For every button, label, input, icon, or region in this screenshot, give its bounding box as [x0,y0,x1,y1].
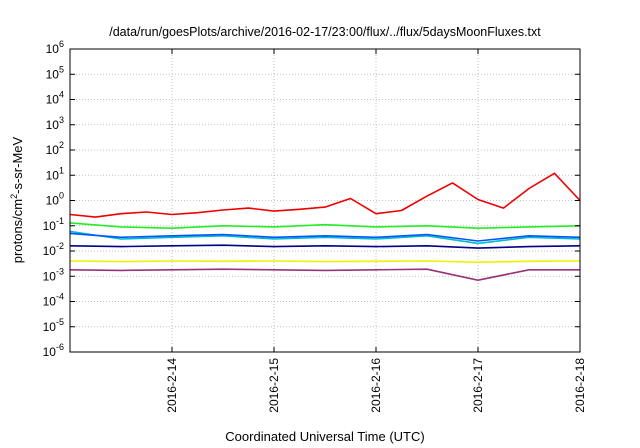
y-tick-base: 10 [46,118,60,132]
y-tick-exponent: -2 [56,241,64,251]
x-tick-label: 2016-2-18 [573,358,587,413]
y-axis-label-rest: -s-sr-MeV [10,136,25,193]
series-line-1 [69,172,581,218]
y-tick-exponent: -6 [56,342,64,352]
y-tick-base: 10 [43,219,57,233]
y-tick-label: 104 [46,90,64,107]
y-tick-exponent: -3 [56,266,64,276]
y-tick-exponent: -5 [56,317,64,327]
y-tick-base: 10 [46,67,60,81]
y-tick-label: 10-2 [43,241,64,258]
y-axis-label-sup: 2 [9,194,19,199]
y-tick-exponent: 3 [59,115,64,125]
y-tick-label: 10-5 [43,317,64,334]
y-tick-exponent: 0 [59,191,64,201]
x-tick-label: 2016-2-14 [165,358,179,413]
y-tick-exponent: 2 [59,140,64,150]
y-tick-exponent: -1 [56,216,64,226]
y-tick-base: 10 [43,244,57,258]
y-axis-label: protons/cm2-s-sr-MeV [9,136,25,263]
y-tick-base: 10 [46,143,60,157]
chart-title: /data/run/goesPlots/archive/2016-02-17/2… [109,25,541,39]
series-line-5 [69,244,581,249]
y-tick-base: 10 [46,168,60,182]
y-tick-exponent: 5 [59,64,64,74]
y-axis-label-base: protons/cm [10,199,25,263]
x-tick-label: 2016-2-15 [267,358,281,413]
y-tick-exponent: 1 [59,165,64,175]
series-line-7 [69,268,580,281]
x-tick-label: 2016-2-17 [471,358,485,413]
y-tick-label: 105 [46,64,64,81]
y-tick-label: 102 [46,140,64,157]
y-tick-label: 101 [46,165,64,182]
y-tick-base: 10 [46,42,60,56]
series-line-3 [69,230,581,245]
y-tick-base: 10 [43,269,57,283]
y-tick-label: 10-1 [43,216,64,233]
y-tick-base: 10 [46,93,60,107]
y-tick-base: 10 [43,295,57,309]
y-tick-label: 103 [46,115,64,132]
y-tick-label: 100 [46,191,64,208]
y-tick-exponent: 6 [59,39,64,49]
y-tick-label: 106 [46,39,64,56]
y-tick-base: 10 [43,345,57,359]
y-tick-exponent: 4 [59,90,64,100]
series-line-4 [69,232,581,242]
x-axis-label: Coordinated Universal Time (UTC) [225,429,424,444]
series-line-2 [69,222,581,229]
x-tick-label: 2016-2-16 [369,358,383,413]
y-tick-label: 10-6 [43,342,64,359]
y-tick-label: 10-4 [43,292,64,309]
grid [70,49,580,352]
y-axis-ticks: 10-610-510-410-310-210-11001011021031041… [43,39,580,359]
y-tick-exponent: -4 [56,292,64,302]
y-tick-base: 10 [46,194,60,208]
x-axis-ticks: 2016-2-14 2016-2-15 2016-2-16 2016-2-17 2016… [165,49,587,413]
series-layer [69,172,581,281]
y-tick-base: 10 [43,320,57,334]
y-tick-label: 10-3 [43,266,64,283]
series-line-6 [69,260,581,263]
